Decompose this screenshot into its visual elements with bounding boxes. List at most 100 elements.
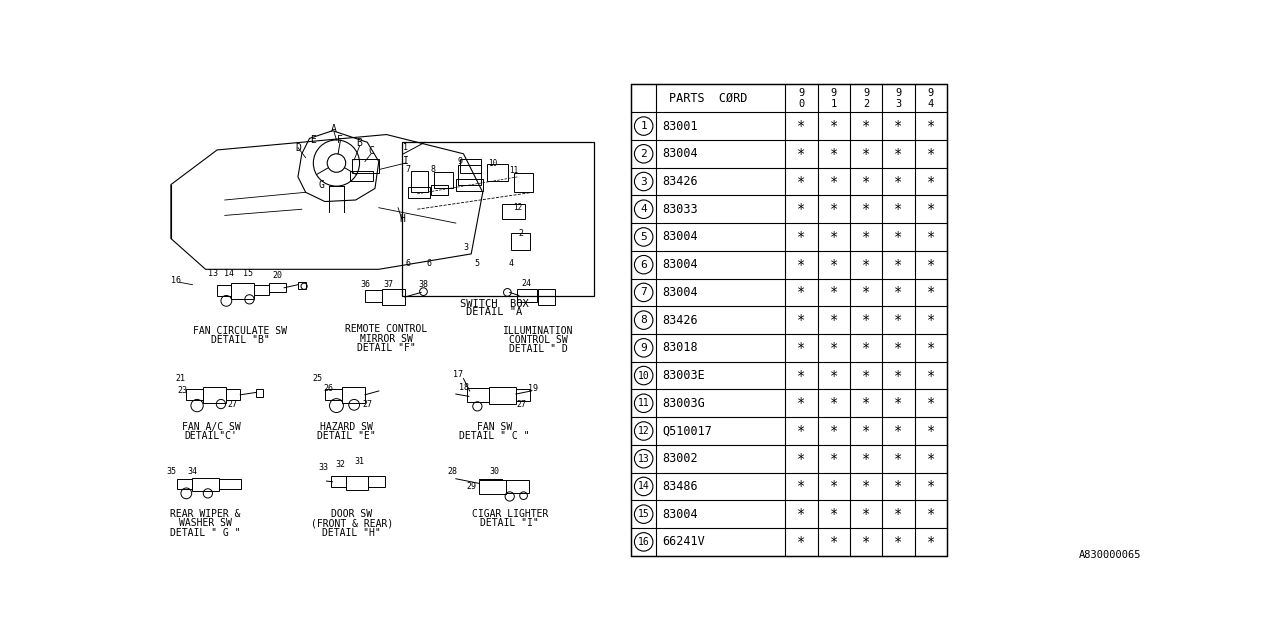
Text: PARTS  CØRD: PARTS CØRD [669,92,748,105]
Text: 9: 9 [831,88,837,98]
Text: *: * [895,119,902,133]
Text: 6: 6 [406,259,411,268]
Bar [342,387,365,403]
Text: F: F [338,135,343,145]
Text: *: * [829,313,838,327]
Text: *: * [797,230,805,244]
Text: 83004: 83004 [662,286,698,299]
Text: *: * [895,258,902,271]
Text: 1: 1 [403,143,408,152]
Text: REMOTE CONTROL: REMOTE CONTROL [346,324,428,334]
Bar [332,476,347,487]
Text: *: * [927,147,936,161]
Text: 2: 2 [518,228,524,237]
Text: *: * [895,285,902,300]
Text: *: * [829,230,838,244]
Text: *: * [861,479,870,493]
Text: 7: 7 [406,164,411,173]
Text: 17: 17 [453,369,463,378]
Text: *: * [927,507,936,521]
Bar [351,171,374,180]
Text: CONTROL SW: CONTROL SW [509,335,567,345]
Text: *: * [797,507,805,521]
Text: *: * [927,535,936,549]
Text: 9: 9 [640,343,648,353]
Text: CIGAR LIGHTER: CIGAR LIGHTER [471,509,548,519]
Text: 23: 23 [178,387,187,396]
Text: *: * [861,452,870,466]
Bar [434,172,453,188]
Text: 5: 5 [640,232,648,242]
Text: *: * [927,258,936,271]
Text: *: * [895,452,902,466]
Text: 9: 9 [799,88,805,98]
Text: *: * [861,202,870,216]
Bar [460,159,481,173]
Bar [489,387,516,404]
Text: *: * [797,396,805,410]
Text: 9: 9 [896,88,901,98]
Text: (FRONT & REAR): (FRONT & REAR) [311,518,393,529]
Text: 34: 34 [187,467,197,476]
Bar [517,289,536,301]
Text: *: * [927,396,936,410]
Text: *: * [861,119,870,133]
Text: 30: 30 [489,467,499,476]
Text: FAN SW: FAN SW [476,422,512,432]
Text: H: H [399,214,404,224]
Bar [352,159,379,173]
Text: *: * [927,175,936,189]
Text: *: * [797,202,805,216]
Text: DETAIL " D: DETAIL " D [509,344,567,355]
Text: *: * [797,147,805,161]
Text: DETAIL"C': DETAIL"C' [184,431,237,442]
Text: 5: 5 [475,259,480,268]
Bar [347,476,369,490]
Text: 83004: 83004 [662,230,698,243]
Text: 16: 16 [170,276,180,285]
Text: *: * [829,119,838,133]
Text: E: E [311,135,316,145]
Text: C: C [369,146,374,156]
Text: *: * [797,313,805,327]
Text: *: * [927,369,936,383]
Bar [270,283,287,292]
Text: 18: 18 [458,383,468,392]
Bar [192,478,219,491]
Bar [486,164,508,180]
Bar [253,285,270,296]
Text: 12: 12 [513,203,522,212]
Text: 27: 27 [228,401,238,410]
Text: 7: 7 [640,287,648,298]
Text: *: * [895,479,902,493]
Text: 27: 27 [516,399,526,408]
Text: 33: 33 [319,463,329,472]
Text: *: * [829,479,838,493]
Text: 31: 31 [355,458,365,467]
Text: *: * [797,258,805,271]
Text: FAN A/C SW: FAN A/C SW [182,422,241,432]
Text: *: * [895,230,902,244]
Text: 83003E: 83003E [662,369,705,382]
Text: *: * [829,285,838,300]
Text: 2: 2 [640,148,648,159]
Text: *: * [895,396,902,410]
Text: *: * [895,313,902,327]
Text: *: * [861,147,870,161]
Bar [408,187,430,198]
Text: *: * [895,202,902,216]
Text: 24: 24 [522,278,531,287]
Text: *: * [797,479,805,493]
Text: 20: 20 [273,271,282,280]
Text: *: * [797,369,805,383]
Text: 9: 9 [928,88,934,98]
Bar [298,282,306,289]
Text: *: * [861,341,870,355]
Text: 83426: 83426 [662,314,698,326]
Text: 35: 35 [166,467,175,476]
Bar [365,290,381,301]
Text: 83033: 83033 [662,203,698,216]
Text: 16: 16 [637,537,649,547]
Text: 9: 9 [457,157,462,166]
Text: 1: 1 [831,99,837,109]
